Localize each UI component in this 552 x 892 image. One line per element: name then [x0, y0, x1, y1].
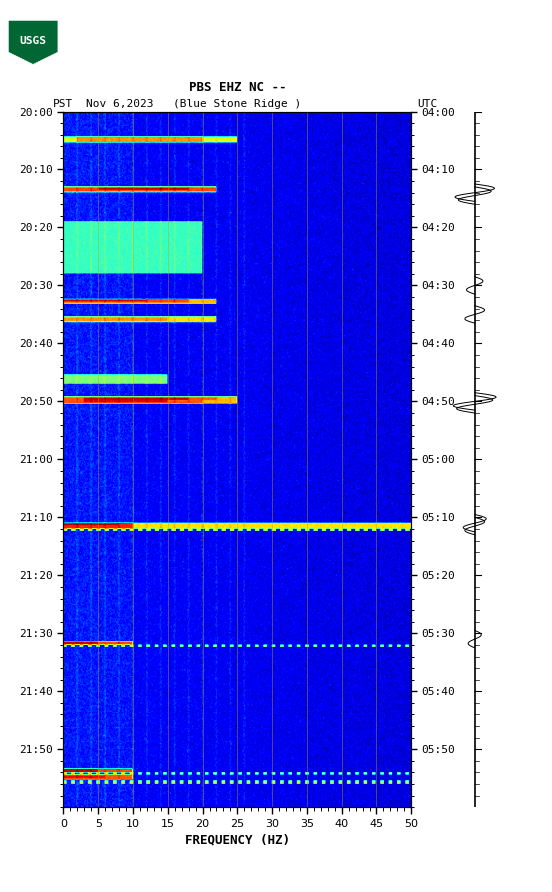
Text: (Blue Stone Ridge ): (Blue Stone Ridge ) — [173, 99, 301, 109]
Text: UTC: UTC — [417, 99, 437, 109]
Text: PST: PST — [52, 99, 73, 109]
Polygon shape — [8, 21, 58, 64]
X-axis label: FREQUENCY (HZ): FREQUENCY (HZ) — [185, 833, 290, 847]
Text: USGS: USGS — [20, 37, 46, 46]
Text: PBS EHZ NC --: PBS EHZ NC -- — [189, 80, 286, 94]
Text: Nov 6,2023: Nov 6,2023 — [86, 99, 153, 109]
